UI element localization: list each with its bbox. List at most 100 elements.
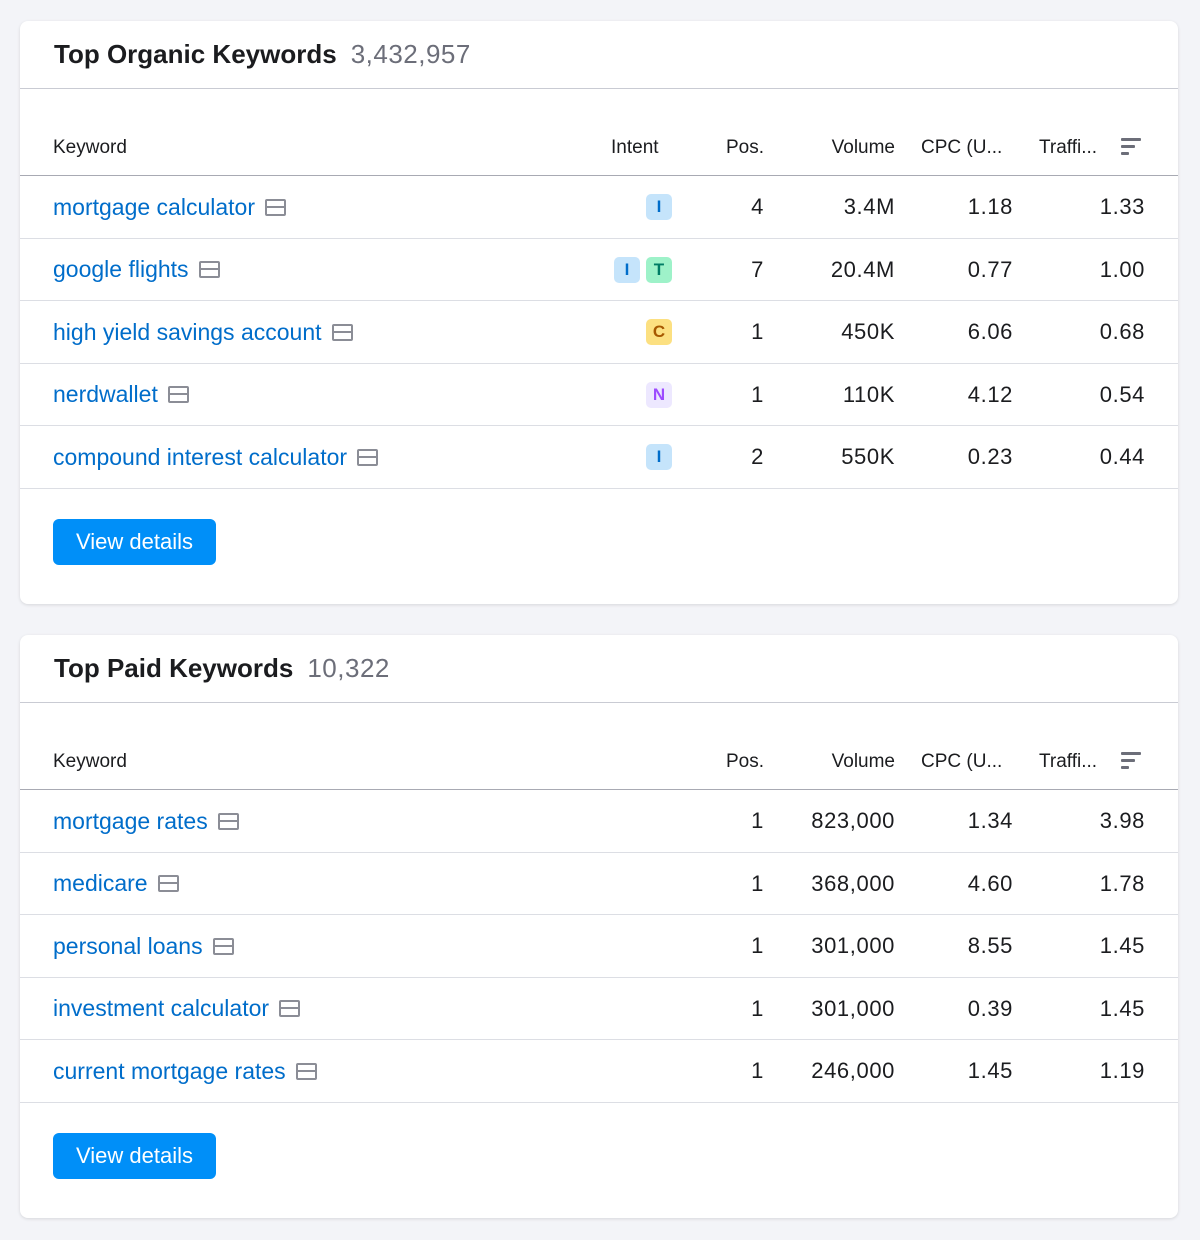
paid-keywords-count: 10,322: [307, 653, 390, 683]
traffic-value: 1.33: [1099, 194, 1145, 219]
serp-features-icon[interactable]: [157, 875, 179, 892]
serp-features-icon[interactable]: [295, 1062, 317, 1080]
column-cpc[interactable]: CPC (U...: [921, 751, 1003, 772]
keyword-text: mortgage calculator: [53, 193, 255, 220]
table-row: mortgage rates 1 823,000 1.34 3.98: [20, 790, 1178, 853]
keyword-text: google flights: [53, 256, 189, 282]
keyword-link[interactable]: current mortgage rates: [53, 1040, 317, 1102]
position-value: 1: [751, 995, 764, 1021]
serp-features-icon[interactable]: [217, 812, 239, 830]
cpc-value: 0.77: [967, 256, 1013, 282]
keyword-link[interactable]: google flights: [53, 239, 220, 301]
organic-table-header: Keyword Intent Pos. Volume CPC (U... Tra…: [20, 89, 1178, 176]
traffic-value: 1.19: [1099, 1058, 1145, 1083]
organic-keywords-title: Top Organic Keywords: [54, 39, 337, 69]
keyword-link[interactable]: personal loans: [53, 915, 234, 977]
column-pos[interactable]: Pos.: [725, 751, 764, 772]
keyword-text: compound interest calculator: [53, 443, 348, 470]
traffic-value: 3.98: [1099, 808, 1145, 833]
table-row: current mortgage rates 1 246,000 1.45 1.19: [20, 1040, 1178, 1103]
table-row: high yield savings account C 1 450K 6.06 0.68: [20, 301, 1178, 364]
keyword-text: current mortgage rates: [53, 1057, 286, 1084]
paid-table-body: mortgage rates 1 823,000 1.34 3.98 medicare 1 3…: [20, 790, 1178, 1103]
column-pos[interactable]: Pos.: [725, 137, 764, 158]
intent-badge: N: [646, 381, 672, 408]
keyword-link[interactable]: mortgage rates: [53, 790, 239, 852]
position-value: 7: [751, 256, 764, 282]
organic-keywords-count: 3,432,957: [350, 39, 471, 69]
cpc-value: 4.12: [967, 381, 1013, 407]
position-value: 1: [751, 808, 764, 833]
traffic-value: 1.45: [1099, 933, 1145, 958]
intent-badges: C: [646, 301, 672, 363]
cpc-value: 1.34: [967, 808, 1013, 833]
traffic-value: 0.44: [1099, 444, 1145, 469]
column-volume[interactable]: Volume: [831, 751, 895, 772]
serp-features-icon[interactable]: [265, 198, 286, 216]
paid-keywords-title: Top Paid Keywords: [54, 653, 294, 683]
serp-features-icon[interactable]: [167, 386, 189, 403]
column-keyword[interactable]: Keyword: [53, 751, 127, 772]
organic-keywords-header: Top Organic Keywords 3,432,957: [20, 21, 1178, 89]
keyword-text: high yield savings account: [53, 318, 322, 345]
serp-features-icon[interactable]: [198, 261, 220, 278]
keyword-text: medicare: [53, 870, 148, 896]
table-row: investment calculator 1 301,000 0.39 1.45: [20, 978, 1178, 1040]
serp-features-icon[interactable]: [357, 448, 379, 466]
traffic-value: 0.68: [1099, 319, 1145, 344]
position-value: 1: [751, 933, 764, 958]
keyword-link[interactable]: compound interest calculator: [53, 426, 379, 488]
keyword-text: investment calculator: [53, 995, 270, 1021]
column-cpc[interactable]: CPC (U...: [921, 137, 1003, 158]
intent-badges: N: [646, 364, 672, 426]
traffic-value: 1.78: [1099, 870, 1145, 896]
keyword-link[interactable]: high yield savings account: [53, 301, 353, 363]
organic-view-details-button[interactable]: View details: [53, 519, 216, 565]
intent-badge: I: [646, 194, 672, 220]
column-keyword[interactable]: Keyword: [53, 137, 127, 158]
column-volume[interactable]: Volume: [831, 137, 895, 158]
keyword-text: mortgage rates: [53, 807, 208, 834]
traffic-value: 0.54: [1099, 381, 1145, 407]
traffic-value: 1.00: [1099, 256, 1145, 282]
cpc-value: 1.45: [967, 1058, 1013, 1083]
keyword-link[interactable]: mortgage calculator: [53, 176, 286, 238]
volume-value: 450K: [841, 319, 895, 344]
table-row: mortgage calculator I 4 3.4M 1.18 1.33: [20, 176, 1178, 239]
organic-table-body: mortgage calculator I 4 3.4M 1.18 1.33 google …: [20, 176, 1178, 489]
serp-features-icon[interactable]: [212, 937, 234, 955]
table-row: personal loans 1 301,000 8.55 1.45: [20, 915, 1178, 978]
paid-table-header: Keyword Pos. Volume CPC (U... Traffi...: [20, 703, 1178, 790]
position-value: 4: [751, 194, 764, 219]
intent-badge: I: [646, 444, 672, 470]
sort-icon[interactable]: [1121, 752, 1141, 770]
position-value: 1: [751, 870, 764, 896]
traffic-value: 1.45: [1099, 995, 1145, 1021]
position-value: 1: [751, 319, 764, 344]
serp-features-icon[interactable]: [331, 323, 353, 341]
table-row: nerdwallet N 1 110K 4.12 0.54: [20, 364, 1178, 426]
paid-keywords-card: Top Paid Keywords 10,322 Keyword Pos. Vo…: [20, 635, 1178, 1218]
serp-features-icon[interactable]: [279, 1000, 301, 1017]
column-intent[interactable]: Intent: [611, 137, 659, 158]
keyword-link[interactable]: investment calculator: [53, 978, 301, 1040]
paid-view-details-button[interactable]: View details: [53, 1133, 216, 1179]
volume-value: 301,000: [811, 933, 895, 958]
position-value: 2: [751, 444, 764, 469]
volume-value: 301,000: [811, 995, 895, 1021]
keyword-link[interactable]: nerdwallet: [53, 364, 189, 426]
cpc-value: 4.60: [967, 870, 1013, 896]
column-traffic[interactable]: Traffi...: [1039, 751, 1098, 772]
cpc-value: 0.39: [967, 995, 1013, 1021]
sort-icon[interactable]: [1121, 138, 1141, 156]
intent-badges: I: [646, 426, 672, 488]
table-row: compound interest calculator I 2 550K 0.23 0.…: [20, 426, 1178, 489]
organic-keywords-card: Top Organic Keywords 3,432,957 Keyword I…: [20, 21, 1178, 604]
volume-value: 110K: [842, 381, 895, 407]
position-value: 1: [751, 381, 764, 407]
keyword-link[interactable]: medicare: [53, 853, 179, 915]
column-traffic[interactable]: Traffi...: [1039, 137, 1098, 158]
intent-badge: T: [646, 256, 672, 283]
keyword-text: nerdwallet: [53, 381, 158, 407]
